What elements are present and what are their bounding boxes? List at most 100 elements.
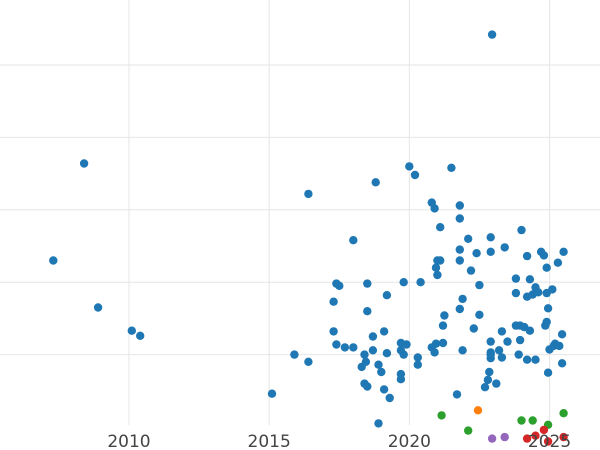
data-point xyxy=(542,263,551,272)
data-point xyxy=(437,411,446,420)
data-point xyxy=(455,245,464,254)
data-point xyxy=(410,170,420,180)
data-point xyxy=(514,350,523,359)
data-point xyxy=(374,419,383,428)
data-point xyxy=(430,348,439,357)
x-tick-label: 2015 xyxy=(248,432,291,450)
data-point xyxy=(531,431,540,440)
data-point xyxy=(349,343,358,352)
data-point xyxy=(79,159,89,168)
data-point xyxy=(492,379,501,388)
data-point xyxy=(127,326,136,335)
data-point xyxy=(455,304,464,314)
data-point xyxy=(515,335,525,345)
data-point xyxy=(332,340,341,349)
data-point xyxy=(517,416,526,425)
data-point xyxy=(363,382,372,391)
data-point xyxy=(438,321,448,330)
data-point xyxy=(413,360,422,369)
data-point xyxy=(486,350,495,359)
data-point xyxy=(349,236,358,245)
data-point xyxy=(480,383,490,392)
data-point xyxy=(385,393,394,403)
data-point xyxy=(440,311,449,320)
data-point xyxy=(531,355,540,364)
data-point xyxy=(332,279,341,288)
data-point xyxy=(49,256,58,265)
data-point xyxy=(436,256,445,265)
data-point xyxy=(511,288,521,298)
data-point xyxy=(374,360,383,369)
data-point xyxy=(368,346,378,355)
data-point xyxy=(464,234,473,243)
data-point xyxy=(430,204,439,213)
data-point xyxy=(136,331,145,340)
data-point xyxy=(497,353,507,362)
data-point xyxy=(382,349,392,358)
data-point xyxy=(379,327,389,336)
data-point xyxy=(528,416,537,425)
data-point xyxy=(522,355,532,364)
data-point xyxy=(548,285,557,294)
data-point xyxy=(329,297,338,306)
data-point xyxy=(487,30,497,39)
data-point xyxy=(475,280,484,290)
data-point xyxy=(360,350,369,359)
data-point xyxy=(458,294,467,304)
data-point xyxy=(494,346,504,355)
data-point xyxy=(503,337,512,346)
data-point xyxy=(329,327,338,336)
data-point xyxy=(522,434,532,443)
data-point xyxy=(557,359,567,368)
data-point xyxy=(399,278,408,287)
data-point xyxy=(405,162,414,171)
data-point xyxy=(377,367,386,377)
data-point xyxy=(399,350,408,359)
data-point xyxy=(267,389,277,398)
data-point xyxy=(487,434,497,443)
data-point xyxy=(304,189,313,199)
data-point xyxy=(559,247,568,256)
data-point xyxy=(363,279,372,288)
data-point xyxy=(368,332,378,341)
data-point xyxy=(304,357,313,366)
data-point xyxy=(543,304,553,313)
data-point xyxy=(500,243,509,252)
data-point xyxy=(539,251,549,260)
data-point xyxy=(469,324,478,333)
data-point xyxy=(559,432,568,442)
data-point xyxy=(363,307,372,316)
data-point xyxy=(396,369,406,379)
data-point xyxy=(436,223,445,232)
data-point xyxy=(93,303,103,312)
data-point xyxy=(431,263,441,272)
data-point xyxy=(542,317,551,327)
data-points xyxy=(49,30,568,446)
data-point xyxy=(340,343,350,352)
data-point xyxy=(511,274,521,283)
data-point xyxy=(497,327,507,336)
data-point xyxy=(371,178,380,187)
data-point xyxy=(517,225,526,235)
data-point xyxy=(485,367,494,377)
data-point xyxy=(402,340,411,349)
data-point xyxy=(522,251,532,261)
data-point xyxy=(473,406,483,415)
data-point xyxy=(382,291,392,300)
data-point xyxy=(539,425,549,435)
data-point xyxy=(486,247,495,256)
x-tick-label: 2010 xyxy=(107,432,150,450)
x-tick-label: 2020 xyxy=(388,432,431,450)
data-point xyxy=(486,337,495,346)
data-point xyxy=(416,278,425,287)
data-point xyxy=(543,368,553,377)
data-point xyxy=(466,266,476,275)
data-point xyxy=(379,385,389,394)
data-point xyxy=(458,346,467,355)
data-point xyxy=(431,339,441,348)
data-point xyxy=(438,338,448,348)
data-point xyxy=(553,258,563,267)
x-tick-label: 2025 xyxy=(528,432,571,450)
data-point xyxy=(525,275,535,284)
data-point xyxy=(525,326,535,335)
